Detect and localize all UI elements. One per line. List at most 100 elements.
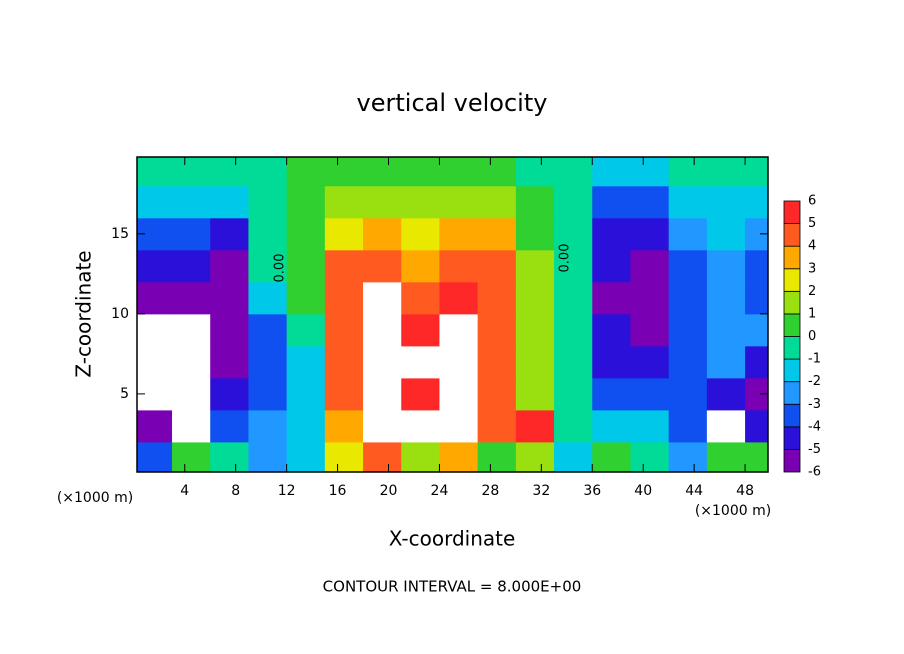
cell bbox=[745, 281, 768, 315]
cell bbox=[515, 217, 555, 251]
colorbar-swatch bbox=[783, 290, 801, 315]
cell bbox=[439, 185, 479, 219]
colorbar-swatch bbox=[783, 245, 801, 270]
cell bbox=[439, 345, 479, 379]
x-tick-label: 24 bbox=[431, 483, 449, 499]
cell bbox=[363, 185, 402, 219]
cell bbox=[477, 313, 517, 347]
cell bbox=[137, 409, 173, 443]
cell bbox=[554, 281, 593, 315]
cell bbox=[515, 185, 555, 219]
cell bbox=[401, 345, 440, 379]
cell bbox=[706, 281, 746, 315]
cell bbox=[286, 377, 326, 411]
cell bbox=[668, 157, 708, 187]
cell bbox=[439, 313, 479, 347]
cell bbox=[630, 157, 670, 187]
colorbar-swatch bbox=[783, 223, 801, 247]
cell bbox=[324, 377, 364, 411]
colorbar-swatch bbox=[783, 313, 801, 337]
cell bbox=[668, 281, 708, 315]
cell bbox=[286, 409, 326, 443]
cell bbox=[745, 409, 768, 443]
cell bbox=[439, 377, 479, 411]
contour-label: 0.00 bbox=[558, 244, 573, 273]
cell bbox=[706, 441, 746, 472]
cell bbox=[363, 377, 402, 411]
cell bbox=[401, 441, 440, 472]
cell bbox=[286, 281, 326, 315]
cell bbox=[515, 157, 555, 187]
cell bbox=[554, 217, 593, 251]
cell bbox=[515, 281, 555, 315]
colorbar-label: -4 bbox=[808, 419, 821, 434]
cell bbox=[439, 281, 479, 315]
cell bbox=[554, 185, 593, 219]
cell bbox=[248, 157, 288, 187]
cell bbox=[401, 217, 440, 251]
cell bbox=[668, 345, 708, 379]
cell bbox=[745, 345, 768, 379]
cell bbox=[137, 313, 173, 347]
colorbar-label: -2 bbox=[808, 374, 821, 389]
cell bbox=[401, 313, 440, 347]
cell bbox=[210, 185, 249, 219]
x-tick-label: 12 bbox=[278, 483, 296, 499]
cell bbox=[363, 249, 402, 283]
cell bbox=[248, 313, 288, 347]
cell bbox=[592, 281, 631, 315]
colorbar-label: -5 bbox=[808, 442, 821, 457]
cell bbox=[172, 281, 211, 315]
cell bbox=[630, 441, 670, 472]
cell bbox=[554, 345, 593, 379]
cell bbox=[745, 441, 768, 472]
cell bbox=[363, 345, 402, 379]
cell bbox=[554, 441, 593, 472]
cell bbox=[286, 249, 326, 283]
x-tick-label: 4 bbox=[180, 483, 189, 499]
cell bbox=[745, 249, 768, 283]
cell bbox=[210, 217, 249, 251]
cell bbox=[363, 441, 402, 472]
colorbar-label: 5 bbox=[808, 216, 816, 231]
cell bbox=[745, 157, 768, 187]
cell bbox=[554, 249, 593, 283]
cell bbox=[592, 345, 631, 379]
cell bbox=[363, 217, 402, 251]
cell bbox=[137, 281, 173, 315]
cell bbox=[286, 313, 326, 347]
cell bbox=[210, 345, 249, 379]
x-tick-label: 36 bbox=[583, 483, 601, 499]
cell bbox=[324, 185, 364, 219]
colorbar-swatch bbox=[783, 268, 801, 292]
cell bbox=[439, 409, 479, 443]
cell bbox=[745, 377, 768, 411]
cell bbox=[477, 409, 517, 443]
cell bbox=[515, 345, 555, 379]
colorbar-swatch bbox=[783, 403, 801, 428]
cell bbox=[286, 157, 326, 187]
cell bbox=[401, 157, 440, 187]
cell bbox=[592, 377, 631, 411]
cell bbox=[706, 157, 746, 187]
cell bbox=[630, 313, 670, 347]
cell bbox=[363, 409, 402, 443]
cell bbox=[554, 157, 593, 187]
cell bbox=[630, 345, 670, 379]
cell bbox=[630, 409, 670, 443]
cell bbox=[172, 377, 211, 411]
cell bbox=[210, 313, 249, 347]
x-tick-label: 32 bbox=[532, 483, 550, 499]
cell bbox=[248, 409, 288, 443]
cell bbox=[324, 313, 364, 347]
cell bbox=[515, 313, 555, 347]
chart-title: vertical velocity bbox=[357, 89, 548, 117]
cell bbox=[172, 409, 211, 443]
cell bbox=[592, 409, 631, 443]
cell bbox=[137, 157, 173, 187]
colorbar-label: 3 bbox=[808, 261, 816, 276]
colorbar-swatch bbox=[783, 381, 801, 405]
colorbar-label: 0 bbox=[808, 329, 816, 344]
cell bbox=[668, 313, 708, 347]
cell bbox=[668, 249, 708, 283]
